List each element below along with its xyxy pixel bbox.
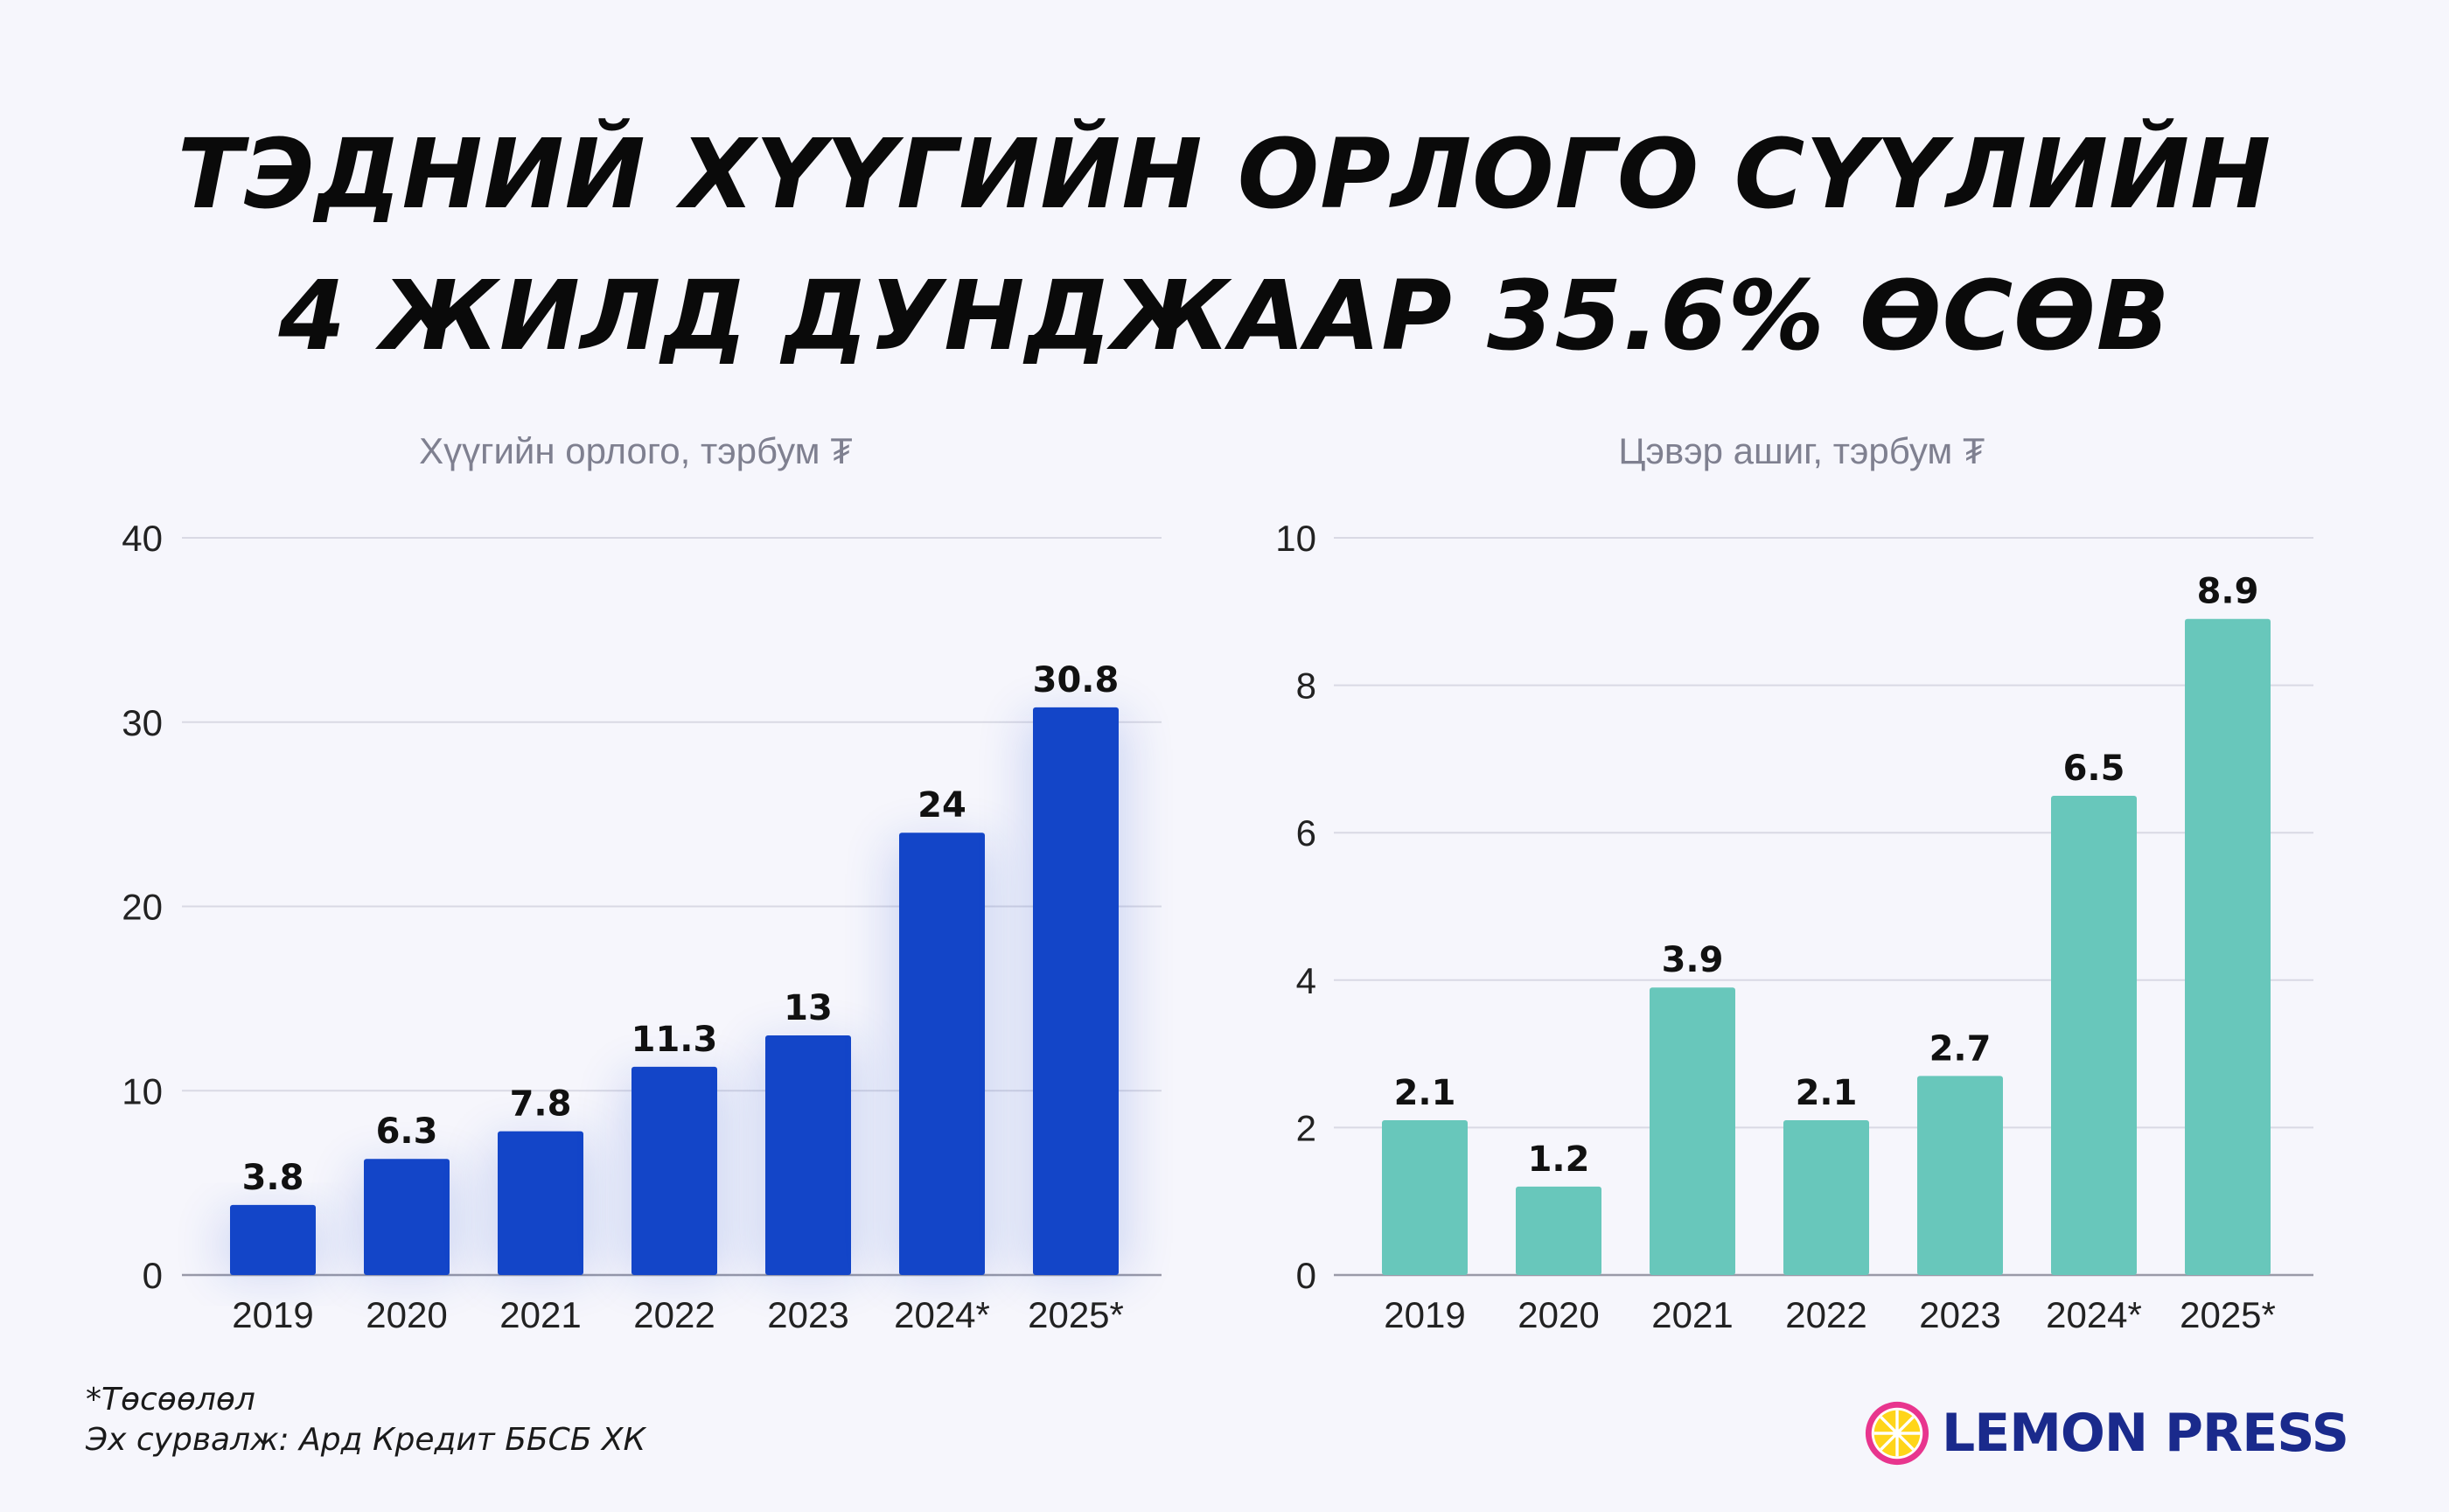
logo-text: LEMON PRESS xyxy=(1942,1403,2349,1464)
y-tick-label: 0 xyxy=(1296,1255,1316,1296)
x-tick-label: 2025* xyxy=(1028,1294,1124,1335)
y-tick-label: 10 xyxy=(122,1070,163,1111)
bar-value-label: 6.3 xyxy=(376,1111,438,1152)
bar xyxy=(1382,1119,1468,1275)
y-tick-label: 6 xyxy=(1296,812,1316,854)
bar xyxy=(1033,707,1119,1275)
y-tick-label: 8 xyxy=(1296,665,1316,707)
bar xyxy=(1516,1186,1601,1275)
x-tick-label: 2019 xyxy=(232,1294,313,1335)
y-tick-label: 2 xyxy=(1296,1107,1316,1148)
x-tick-label: 2023 xyxy=(767,1294,848,1335)
bar-value-label: 1.2 xyxy=(1528,1139,1590,1180)
bar-value-label: 2.1 xyxy=(1796,1073,1858,1113)
chart-2: Цэвэр ашиг, тэрбум ₮ 0 2 4 6 8 10 2.1 2019 1.2 202… xyxy=(1275,430,2313,1335)
bar xyxy=(2051,796,2137,1275)
x-tick-label: 2022 xyxy=(1785,1294,1866,1335)
x-tick-label: 2023 xyxy=(1919,1294,2000,1335)
x-tick-label: 2021 xyxy=(499,1294,581,1335)
chart-1: Хүүгийн орлого, тэрбум ₮ 0 10 20 30 40 3.8 2019… xyxy=(122,430,1162,1335)
bar xyxy=(899,833,985,1275)
chart-title: Хүүгийн орлого, тэрбум ₮ xyxy=(419,430,853,471)
y-tick-label: 10 xyxy=(1275,518,1316,559)
bar-value-label: 13 xyxy=(784,988,833,1028)
headline-line-1: ТЭДНИЙ ХҮҮГИЙН ОРЛОГО СҮҮЛИЙН xyxy=(177,118,2272,230)
y-tick-label: 30 xyxy=(122,702,163,743)
headline: ТЭДНИЙ ХҮҮГИЙН ОРЛОГО СҮҮЛИЙН 4 ЖИЛД ДУН… xyxy=(0,103,2449,387)
bar-value-label: 2.1 xyxy=(1394,1073,1456,1113)
x-tick-label: 2020 xyxy=(366,1294,447,1335)
bar-value-label: 30.8 xyxy=(1033,660,1120,700)
x-tick-label: 2025* xyxy=(2180,1294,2276,1335)
x-tick-label: 2022 xyxy=(633,1294,715,1335)
bar-value-label: 3.9 xyxy=(1662,940,1724,980)
bar xyxy=(498,1131,583,1275)
chart-title: Цэвэр ашиг, тэрбум ₮ xyxy=(1618,430,1985,471)
bar-value-label: 3.8 xyxy=(242,1158,304,1198)
bar xyxy=(230,1204,316,1275)
footnote: *Төсөөлөл Эх сурвалж: Ард Кредит ББСБ ХК xyxy=(86,1380,645,1460)
lemon-slice-icon xyxy=(1865,1401,1929,1466)
footnote-source: Эх сурвалж: Ард Кредит ББСБ ХК xyxy=(86,1422,646,1458)
headline-line-2: 4 ЖИЛД ДУНДЖААР 35.6% ӨСӨВ xyxy=(278,260,2171,372)
bar-value-label: 24 xyxy=(918,785,966,826)
bar xyxy=(2185,618,2271,1275)
bar xyxy=(1917,1076,2003,1275)
bar xyxy=(364,1159,450,1275)
x-tick-label: 2019 xyxy=(1384,1294,1465,1335)
bar xyxy=(1650,987,1735,1275)
bar xyxy=(765,1035,851,1275)
lemon-press-logo: LEMON PRESS xyxy=(1863,1394,2349,1473)
x-tick-label: 2021 xyxy=(1651,1294,1733,1335)
bar-value-label: 6.5 xyxy=(2063,749,2125,789)
x-tick-label: 2024* xyxy=(2046,1294,2142,1335)
bar xyxy=(631,1066,717,1275)
bar-value-label: 8.9 xyxy=(2197,572,2259,612)
bar xyxy=(1783,1119,1869,1275)
bar-value-label: 7.8 xyxy=(510,1084,572,1125)
footnote-projection: *Төсөөлөл xyxy=(86,1382,255,1418)
y-tick-label: 4 xyxy=(1296,960,1316,1001)
bar-value-label: 2.7 xyxy=(1929,1028,1992,1069)
x-tick-label: 2024* xyxy=(894,1294,990,1335)
bar-value-label: 11.3 xyxy=(631,1020,718,1060)
y-tick-label: 0 xyxy=(143,1255,163,1296)
x-tick-label: 2020 xyxy=(1518,1294,1599,1335)
y-tick-label: 20 xyxy=(122,887,163,928)
y-tick-label: 40 xyxy=(122,518,163,559)
